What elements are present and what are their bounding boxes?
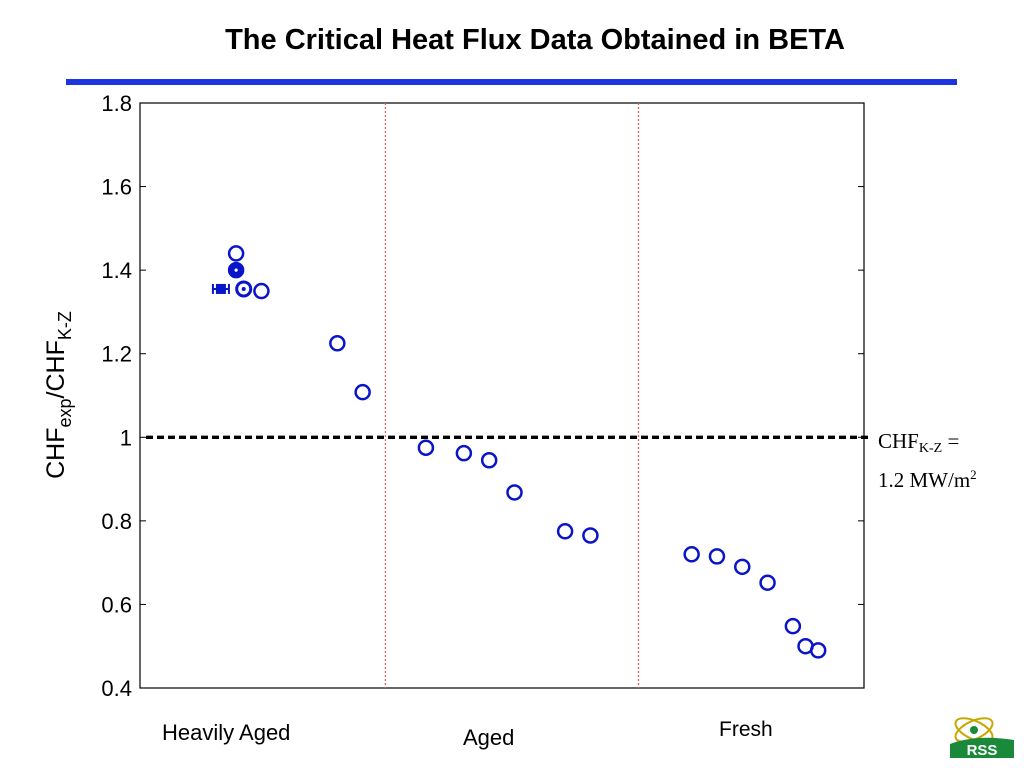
data-point [809, 642, 827, 659]
data-point [784, 617, 802, 635]
y-axis-label-mid: /CHF [42, 340, 70, 398]
y-axis-label-sub1: exp [55, 398, 75, 427]
reference-line-label: CHFK-Z = 1.2 MW/m2 [878, 429, 977, 492]
svg-text:CHFexp/CHFK-Z: CHFexp/CHFK-Z [42, 311, 75, 479]
y-axis-label-base: CHF [42, 427, 70, 478]
data-point [455, 444, 473, 462]
data-point [734, 558, 751, 576]
data-point [683, 546, 700, 563]
data-point [235, 280, 253, 298]
y-tick-label: 0.4 [101, 676, 132, 701]
category-label-aged: Aged [463, 725, 515, 750]
data-point [506, 484, 523, 501]
y-axis-label: CHFexp/CHFK-Z [42, 311, 75, 479]
y-tick-label: 0.8 [101, 509, 132, 534]
data-point [354, 383, 371, 401]
category-label-heavily-aged: Heavily Aged [162, 720, 291, 745]
logo-text: RSS [967, 742, 998, 759]
y-tick-label: 1.4 [101, 258, 132, 283]
category-label-fresh: Fresh [719, 718, 773, 741]
title-rule [66, 79, 957, 85]
y-tick-label: 1.2 [101, 342, 132, 367]
y-tick-label: 1.8 [101, 91, 132, 116]
data-point [708, 548, 726, 565]
data-point [227, 261, 245, 279]
data-point [556, 523, 574, 540]
data-point [329, 335, 346, 352]
y-axis-label-sub2: K-Z [55, 311, 75, 340]
rss-logo: RSS [950, 717, 1014, 759]
y-tick-label: 0.6 [101, 592, 132, 617]
y-tick-label: 1.6 [101, 175, 132, 200]
data-point [211, 283, 230, 294]
data-point [480, 452, 498, 469]
plot-frame [139, 102, 865, 689]
data-point [417, 439, 435, 456]
data-point [227, 245, 245, 262]
data-point [582, 527, 599, 544]
y-tick-label: 1 [120, 425, 132, 450]
slide-title: The Critical Heat Flux Data Obtained in … [225, 24, 845, 56]
data-point [253, 282, 270, 300]
data-point [759, 574, 776, 591]
